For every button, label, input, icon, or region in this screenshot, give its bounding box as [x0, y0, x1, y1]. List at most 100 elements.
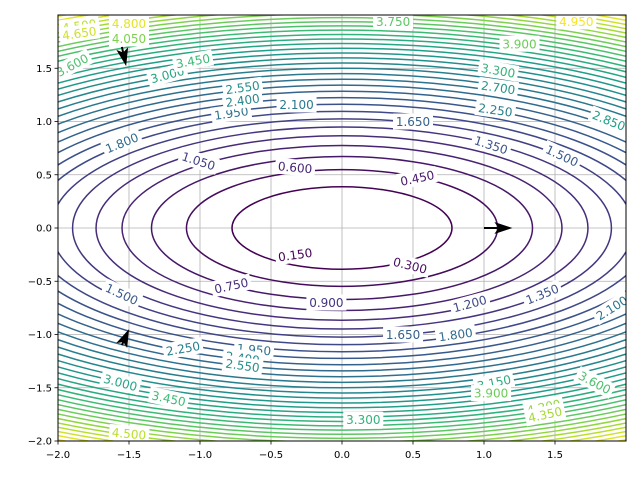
contour-label-gap [573, 365, 617, 399]
contour-label-37: 3.750 [373, 15, 414, 30]
contour-level-2.850 [58, 47, 626, 409]
contour-level-2.100 [58, 72, 626, 384]
contour-label-text: 1.800 [438, 326, 474, 345]
contour-label-gap [276, 96, 317, 113]
contour-label-gap [471, 385, 512, 402]
contour-label-gap [58, 48, 94, 82]
contour-label-18: 2.100 [276, 96, 317, 113]
contour-label-39: 3.900 [471, 385, 512, 402]
contour-label-text: 1.650 [396, 115, 430, 129]
contour-label-4: 0.750 [210, 273, 253, 298]
x-tick-label: 1.5 [547, 450, 563, 461]
contour-level-3.150 [58, 38, 626, 418]
contour-label-44: 4.500 [108, 423, 150, 443]
contour-label-47: 4.950 [556, 15, 597, 30]
contour-label-gap [177, 147, 221, 175]
contour-level-1.050 [58, 118, 626, 338]
contour-label-text: 4.050 [112, 32, 146, 46]
y-tick-label: −1.5 [28, 383, 52, 394]
contour-label-40: 4.050 [109, 30, 149, 47]
contour-label-gap [448, 290, 492, 317]
contour-level-1.500 [58, 96, 626, 360]
contour-label-gap [274, 157, 316, 178]
contour-label-24: 2.550 [221, 76, 264, 99]
contour-labels: 0.150 0.3000.4500.6000.7500.9001.0501.200… [58, 15, 626, 443]
contour-label-text: 0.900 [309, 296, 343, 310]
contour-label-13: 1.650 [383, 326, 424, 343]
contour-label-gap [556, 15, 597, 30]
contour-label-3: 0.600 [274, 157, 316, 178]
contour-level-0.150 [231, 186, 453, 270]
contour-label-31: 3.300 [477, 59, 520, 82]
contour-label-gap [477, 76, 520, 99]
axis-ticks: −2.0 −1.5 −1.0 −0.5 0.0 0.5 1.0 1.5 −2.0 −1.5 −1.0… [28, 64, 563, 461]
contour-label-text: 2.700 [480, 79, 516, 98]
contour-label-text: 0.750 [213, 276, 250, 297]
contour-label-text: 2.550 [225, 79, 261, 98]
contour-label-text: 1.650 [386, 328, 420, 342]
contour-label-gap [523, 402, 567, 427]
contour-level-3.900 [58, 16, 626, 440]
contour-label-text: 3.450 [150, 388, 187, 409]
contour-label-gap [100, 127, 144, 158]
contour-label-text: 4.950 [559, 15, 593, 29]
contour-label-gap [393, 113, 433, 130]
contour-level-1.800 [58, 84, 626, 372]
arrow-shaft [120, 341, 125, 346]
contour-level-1.350 [58, 103, 626, 353]
contour-level-1.950 [58, 78, 626, 378]
contour-label-gap [499, 35, 540, 52]
contour-level-2.550 [58, 57, 626, 399]
contour-label-45: 4.650 [58, 22, 101, 44]
contour-label-gap [161, 336, 205, 360]
contour-level-3.750 [58, 21, 626, 435]
contour-label-15: 1.800 [434, 323, 477, 346]
contour-label-gap [221, 354, 264, 377]
contour-label-gap [210, 273, 253, 298]
contour-label-text: 4.350 [527, 404, 564, 425]
contour-label-gap [343, 411, 384, 428]
contour-label-text: 2.100 [279, 98, 313, 112]
arrow-shaft [120, 46, 125, 53]
contour-level-1.200 [58, 110, 626, 346]
contour-label-2: 0.450 [396, 165, 439, 190]
y-tick-label: 1.0 [36, 117, 52, 128]
contour-label-text: 2.250 [165, 339, 201, 359]
contour-label-34: 3.450 [147, 386, 190, 411]
y-tick-label: 0.0 [36, 224, 52, 235]
y-tick-label: 0.5 [36, 170, 52, 181]
arrow-head [116, 47, 129, 67]
contour-label-12: 1.650 [393, 113, 433, 130]
contour-label-33: 3.450 [171, 49, 214, 73]
contour-label-46: 4.800 [109, 15, 149, 32]
contour-label-text: 1.950 [213, 104, 249, 123]
contour-label-gap [306, 294, 347, 311]
y-tick-label: −2.0 [28, 437, 52, 448]
contour-label-text: 4.650 [61, 24, 97, 43]
arrow-head [116, 329, 130, 349]
contour-label-gap [274, 243, 317, 266]
x-tick-label: −0.5 [259, 450, 283, 461]
contour-level-0.900 [71, 126, 613, 330]
x-tick-label: 1.0 [476, 450, 492, 461]
gradient-arrow-0 [484, 222, 513, 234]
contour-label-gap [147, 386, 190, 411]
contour-label-gap [477, 59, 520, 82]
gradient-arrows [116, 46, 513, 349]
contour-label-gap [221, 76, 264, 99]
contour-level-2.400 [58, 62, 626, 394]
contour-level-0.750 [95, 135, 589, 321]
contour-label-text: 4.500 [111, 426, 146, 443]
contour-label-42: 4.350 [523, 402, 567, 427]
contour-label-gap [109, 30, 149, 47]
contour-label-text: 4.800 [112, 17, 146, 31]
y-tick-label: −1.0 [28, 330, 52, 341]
contour-label-text: 0.150 [277, 246, 313, 265]
contour-level-3.300 [58, 33, 626, 423]
contour-label-gap [474, 99, 517, 121]
contour-label-gap [58, 22, 101, 44]
contour-label-gap [100, 278, 144, 310]
contour-label-38: 3.900 [499, 35, 540, 52]
contour-label-text: 3.450 [175, 51, 211, 71]
